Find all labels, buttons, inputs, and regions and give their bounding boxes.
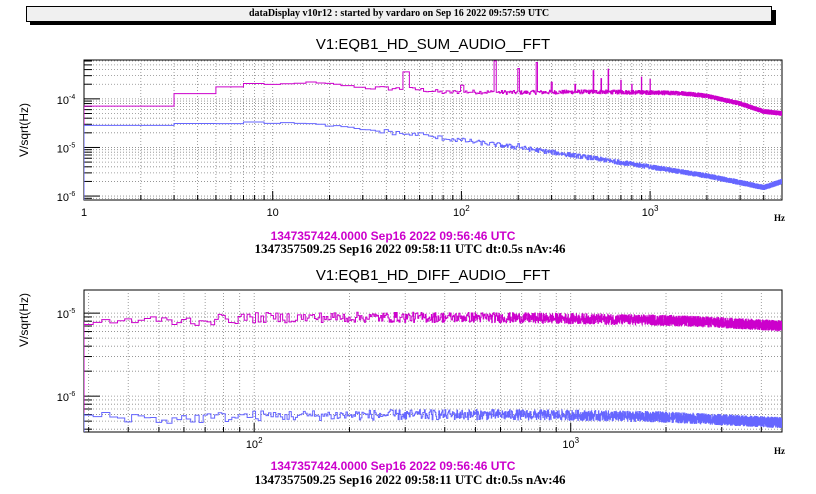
y-tick-label-exp: -6 <box>69 391 75 398</box>
chart-title: V1:EQB1_HD_SUM_AUDIO__FFT <box>316 36 550 53</box>
x-tick-label: 102 <box>246 436 263 451</box>
series-reference-line <box>84 311 782 432</box>
x-tick-label-exp: 3 <box>575 436 580 445</box>
y-axis-label: V/sqrt(Hz) <box>17 293 31 347</box>
series-reference-line <box>84 60 782 200</box>
series-current-line <box>84 409 782 432</box>
y-tick-label-base: 10 <box>57 192 69 204</box>
y-tick-label-base: 10 <box>57 392 69 404</box>
legend-current: 1347357509.25 Sep16 2022 09:58:11 UTC dt… <box>254 472 566 487</box>
y-tick-label: 10-5 <box>57 142 76 155</box>
legend-reference: 1347357424.0000 Sep16 2022 09:56:46 UTC <box>271 459 516 473</box>
app-title-bar: dataDisplay v10r12 : started by vardaro … <box>26 6 772 22</box>
grid <box>84 60 782 200</box>
x-tick-label-base: 10 <box>453 207 465 219</box>
x-tick-label-base: 10 <box>642 207 654 219</box>
y-tick-label-base: 10 <box>57 309 69 321</box>
x-tick-label-exp: 2 <box>258 436 263 445</box>
series-current-line <box>84 121 782 200</box>
y-axis-label: V/sqrt(Hz) <box>17 103 31 157</box>
y-tick-label-exp: -6 <box>69 191 75 198</box>
plot-frame <box>83 289 783 433</box>
x-tick-label-base: 10 <box>246 439 258 451</box>
y-tick-label: 10-6 <box>57 391 76 404</box>
x-tick-label: 102 <box>453 204 470 219</box>
x-tick-label-exp: 3 <box>654 204 659 213</box>
y-tick-label: 10-6 <box>57 191 76 204</box>
legend-current: 1347357509.25 Sep16 2022 09:58:11 UTC dt… <box>254 241 566 256</box>
chart-title: V1:EQB1_HD_DIFF_AUDIO__FFT <box>316 267 550 284</box>
x-tick-label: 10 <box>267 207 279 219</box>
x-axis-label: Hz <box>774 213 785 223</box>
y-tick-label-exp: -5 <box>69 142 75 149</box>
x-tick-label: 103 <box>562 436 579 451</box>
x-axis-label: Hz <box>774 446 785 456</box>
y-tick-label-base: 10 <box>57 143 69 155</box>
x-tick-label-base: 10 <box>562 439 574 451</box>
x-tick-label: 1 <box>81 207 87 219</box>
y-tick-label: 10-4 <box>57 94 76 107</box>
x-tick-label-base: 1 <box>81 207 87 219</box>
y-tick-label-base: 10 <box>57 95 69 107</box>
y-tick-label: 10-5 <box>57 308 76 321</box>
plot-frame <box>83 59 783 201</box>
x-tick-label: 103 <box>642 204 659 219</box>
x-tick-label-exp: 2 <box>465 204 470 213</box>
x-tick-label-base: 10 <box>267 207 279 219</box>
legend-reference: 1347357424.0000 Sep16 2022 09:56:46 UTC <box>271 229 516 243</box>
y-tick-label-exp: -4 <box>69 94 75 101</box>
y-tick-label-exp: -5 <box>69 308 75 315</box>
